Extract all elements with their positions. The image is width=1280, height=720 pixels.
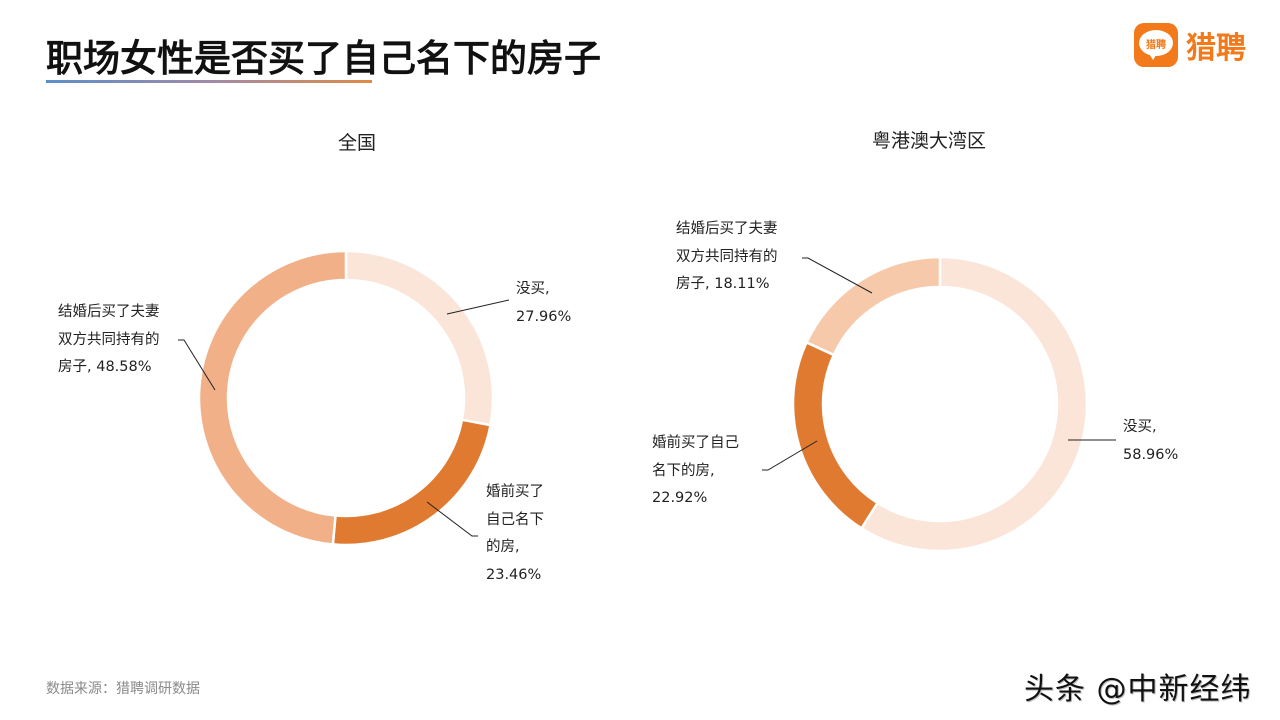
leader-lines	[178, 257, 1116, 537]
label-national-not-bought: 没买, 27.96%	[516, 276, 571, 331]
donut-slice	[791, 340, 880, 531]
label-line: 婚前买了自己	[652, 435, 739, 451]
label-value: 58.96%	[1123, 446, 1179, 463]
label-line: 没买,	[516, 281, 550, 297]
label-gba-not-bought: 没买, 58.96%	[1123, 414, 1178, 469]
donut-slice	[331, 418, 492, 547]
label-value: 房子, 48.58%	[58, 359, 152, 375]
label-line: 没买,	[1123, 419, 1157, 435]
label-line: 自己名下	[486, 511, 544, 528]
donut-chart-gba	[791, 255, 1089, 553]
leader-line-national-after	[178, 339, 216, 391]
label-value: 房子, 18.11%	[676, 276, 770, 292]
leader-line-gba-before	[762, 440, 818, 471]
logo-bubble-tail	[1148, 52, 1158, 60]
label-value: 22.92%	[652, 490, 708, 506]
donut-slice	[859, 255, 1089, 553]
page-title: 职场女性是否买了自己名下的房子	[46, 37, 601, 80]
label-line: 的房,	[486, 539, 520, 555]
leader-line-national-before	[426, 501, 478, 537]
donut-slice	[804, 255, 942, 357]
title-underline	[46, 80, 372, 83]
label-gba-after-marriage: 结婚后买了夫妻 双方共同持有的 房子, 18.11%	[676, 216, 778, 299]
label-line: 双方共同持有的	[58, 331, 160, 348]
liepin-logo: 猎聘 猎聘	[1134, 23, 1246, 67]
chart-title-national: 全国	[338, 132, 377, 154]
label-national-before-marriage: 婚前买了 自己名下 的房, 23.46%	[486, 479, 544, 589]
logo-text: 猎聘	[1186, 31, 1246, 66]
logo-bubble-text: 猎聘	[1139, 30, 1173, 56]
label-value: 27.96%	[516, 308, 572, 325]
leader-line-national-not-bought	[446, 299, 510, 315]
label-line: 名下的房,	[652, 462, 715, 479]
watermark: 头条 @中新经纬	[1024, 672, 1252, 707]
liepin-logo-icon: 猎聘	[1134, 23, 1178, 67]
label-line: 结婚后买了夫妻	[58, 304, 160, 320]
donut-chart-national	[197, 249, 495, 547]
label-national-after-marriage: 结婚后买了夫妻 双方共同持有的 房子, 48.58%	[58, 299, 160, 382]
chart-title-gba: 粤港澳大湾区	[872, 130, 987, 152]
data-source: 数据来源：猎聘调研数据	[46, 681, 200, 697]
donut-slice	[197, 249, 348, 546]
label-line: 婚前买了	[486, 484, 544, 500]
label-line: 双方共同持有的	[676, 248, 778, 265]
donut-slice	[344, 249, 495, 427]
label-line: 结婚后买了夫妻	[676, 221, 778, 237]
leader-line-gba-after	[802, 257, 873, 294]
label-value: 23.46%	[486, 566, 542, 583]
label-gba-before-marriage: 婚前买了自己 名下的房, 22.92%	[652, 430, 739, 513]
